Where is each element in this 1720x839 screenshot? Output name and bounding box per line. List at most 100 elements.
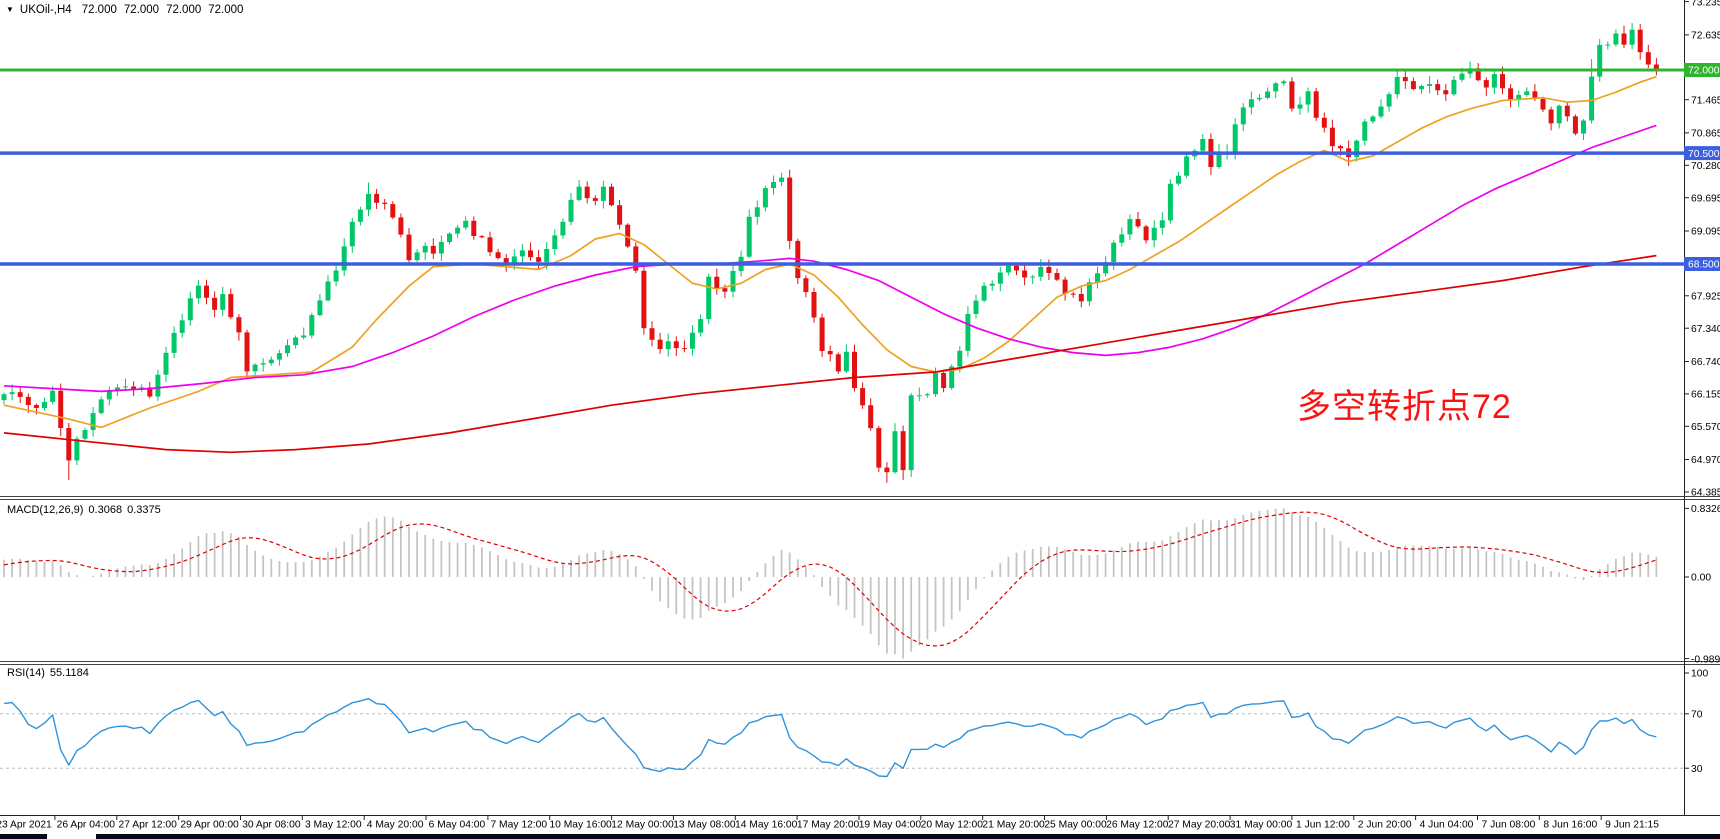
symbol-period-label: UKOil-,H4 xyxy=(19,4,72,16)
candle xyxy=(1095,266,1100,289)
price-tick-label: 66.155 xyxy=(1691,390,1720,401)
price-badge-label: 72.000 xyxy=(1688,66,1720,77)
candle xyxy=(1167,179,1173,224)
time-tick-label: 4 Jun 04:00 xyxy=(1420,820,1474,831)
candle xyxy=(949,364,955,390)
candle xyxy=(285,339,290,357)
time-tick-label: 1 Jun 12:00 xyxy=(1296,820,1350,831)
macd-name: MACD(12,26,9) xyxy=(7,504,84,516)
candle xyxy=(1370,115,1376,124)
candle xyxy=(1030,274,1036,285)
candle xyxy=(1540,96,1546,113)
time-tick-label: 31 May 00:00 xyxy=(1230,820,1293,831)
time-tick-label: 4 May 20:00 xyxy=(367,820,424,831)
candle xyxy=(438,235,444,261)
candle xyxy=(90,407,96,437)
price-tick-label: 65.570 xyxy=(1691,422,1720,433)
candle xyxy=(325,275,331,302)
collapse-arrow-icon[interactable]: ▼ xyxy=(6,5,14,14)
candle xyxy=(779,172,785,187)
macd-indicator-label: MACD(12,26,9) 0.3068 0.3375 xyxy=(7,504,166,516)
candle xyxy=(1014,264,1019,276)
candle xyxy=(220,286,226,316)
close-value: 72.000 xyxy=(208,4,244,16)
candle xyxy=(843,344,849,373)
ma-mid-line[interactable] xyxy=(3,124,1657,393)
candle xyxy=(1581,119,1586,140)
candle xyxy=(309,312,315,339)
candle xyxy=(1248,91,1254,115)
candle xyxy=(204,279,209,305)
candle xyxy=(479,234,485,239)
candle xyxy=(762,185,768,212)
price-tick-label: 67.925 xyxy=(1691,292,1720,303)
candle xyxy=(471,216,477,240)
price-tick-label: 64.385 xyxy=(1691,488,1720,499)
low-value: 72.000 xyxy=(166,4,202,16)
macd-panel-plot[interactable] xyxy=(3,508,1658,659)
ma-slow-line[interactable] xyxy=(3,254,1657,454)
candle xyxy=(754,200,760,225)
candle xyxy=(1613,29,1619,47)
candle xyxy=(276,349,282,366)
macd-axis: 0.8326 0.00 -0.9897 xyxy=(1684,504,1720,665)
time-tick-label: 27 May 20:00 xyxy=(1168,820,1231,831)
candle xyxy=(406,228,412,263)
candle xyxy=(528,242,533,261)
candle xyxy=(341,238,347,276)
candle xyxy=(66,423,72,480)
candle xyxy=(673,336,679,356)
ma-fast-line[interactable] xyxy=(3,75,1657,429)
candle xyxy=(1556,104,1562,129)
macd-tick-label: -0.9897 xyxy=(1691,654,1720,665)
candle xyxy=(293,335,299,349)
candle xyxy=(584,181,590,204)
candle xyxy=(179,313,185,338)
candle xyxy=(519,244,525,265)
candle xyxy=(973,294,979,319)
candle xyxy=(511,249,517,270)
time-tick-label: 26 Apr 04:00 xyxy=(57,820,116,831)
time-tick-label: 9 Jun 21:15 xyxy=(1605,820,1659,831)
macd-histogram xyxy=(3,508,1658,659)
rsi-panel-plot[interactable] xyxy=(0,697,1684,778)
candle xyxy=(42,397,47,411)
candle xyxy=(1524,87,1530,97)
candle xyxy=(568,193,574,226)
candle xyxy=(730,264,736,298)
candle xyxy=(965,306,971,357)
candle xyxy=(163,346,169,382)
candle xyxy=(868,398,874,431)
candle xyxy=(317,294,323,317)
candle xyxy=(795,238,801,284)
candle xyxy=(1362,118,1368,146)
price-chart-plot[interactable] xyxy=(0,23,1684,483)
candle xyxy=(1305,87,1311,113)
time-tick-label: 26 May 12:00 xyxy=(1106,820,1169,831)
candle xyxy=(576,180,582,202)
candle xyxy=(698,314,704,337)
candle xyxy=(1443,84,1449,101)
price-badge: 72.000 xyxy=(1684,63,1720,77)
candle xyxy=(171,326,177,359)
candle xyxy=(236,314,242,341)
candle xyxy=(1135,212,1141,229)
chart-annotation[interactable]: 多空转折点72 xyxy=(1297,388,1512,426)
price-badge-label: 68.500 xyxy=(1688,260,1720,271)
candle xyxy=(1289,77,1295,112)
macd-signal-value: 0.3375 xyxy=(127,504,161,516)
time-tick-label: 7 Jun 08:00 xyxy=(1481,820,1535,831)
candle xyxy=(1273,82,1279,99)
price-tick-label: 66.740 xyxy=(1691,357,1720,368)
time-tick-label: 23 Apr 2021 xyxy=(0,820,52,831)
candle xyxy=(916,387,922,402)
candle xyxy=(924,392,930,398)
panel-separators xyxy=(0,0,1720,816)
time-tick-label: 3 May 12:00 xyxy=(305,820,362,831)
macd-signal-line xyxy=(3,511,1657,647)
candle xyxy=(1005,264,1011,276)
candle xyxy=(560,218,566,239)
